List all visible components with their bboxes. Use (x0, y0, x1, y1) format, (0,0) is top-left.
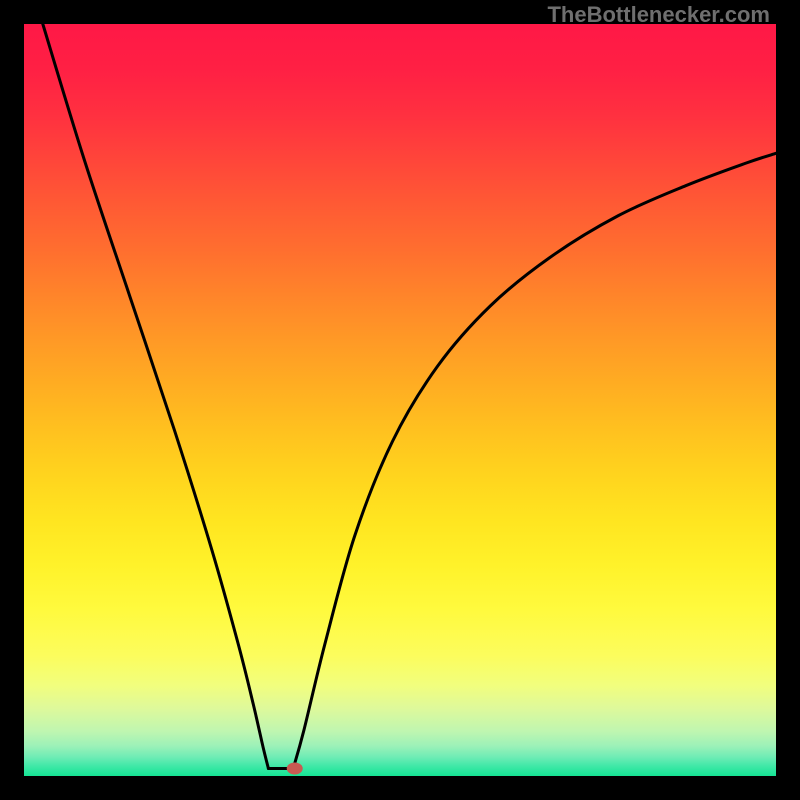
watermark-text: TheBottlenecker.com (547, 2, 770, 28)
chart-frame: TheBottlenecker.com (0, 0, 800, 800)
plot-area (24, 24, 776, 776)
